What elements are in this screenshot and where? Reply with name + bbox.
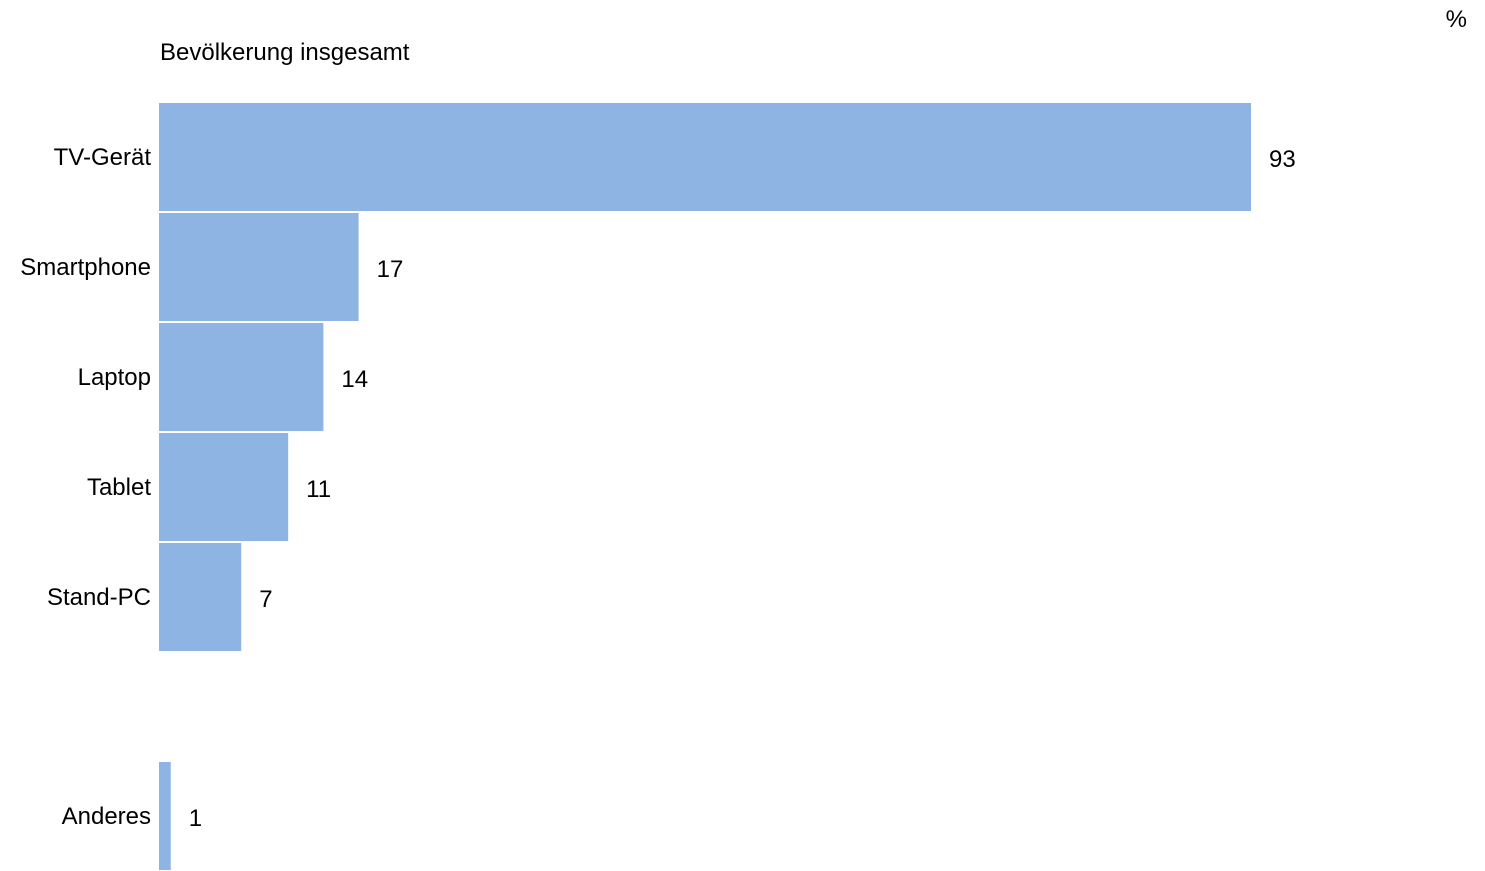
chart-title: Bevölkerung insgesamt: [160, 39, 410, 66]
category-label: Stand-PC: [47, 584, 151, 611]
bar-4: [159, 543, 242, 651]
value-label: 1: [189, 805, 202, 832]
value-label: 17: [377, 256, 404, 283]
value-label: 14: [341, 366, 368, 393]
category-label: Tablet: [87, 474, 151, 501]
bar-5: [159, 762, 171, 870]
value-label: 7: [259, 586, 272, 613]
value-label: 93: [1269, 146, 1296, 173]
bar-0: [159, 103, 1251, 211]
bar-1: [159, 213, 359, 321]
category-label: TV-Gerät: [54, 144, 152, 171]
category-label: Smartphone: [20, 254, 151, 281]
bar-2: [159, 323, 324, 431]
category-label: Laptop: [78, 364, 151, 391]
bar-3: [159, 433, 289, 541]
category-label: Anderes: [62, 803, 151, 830]
value-label: 11: [306, 476, 331, 503]
unit-label: %: [1446, 6, 1467, 33]
